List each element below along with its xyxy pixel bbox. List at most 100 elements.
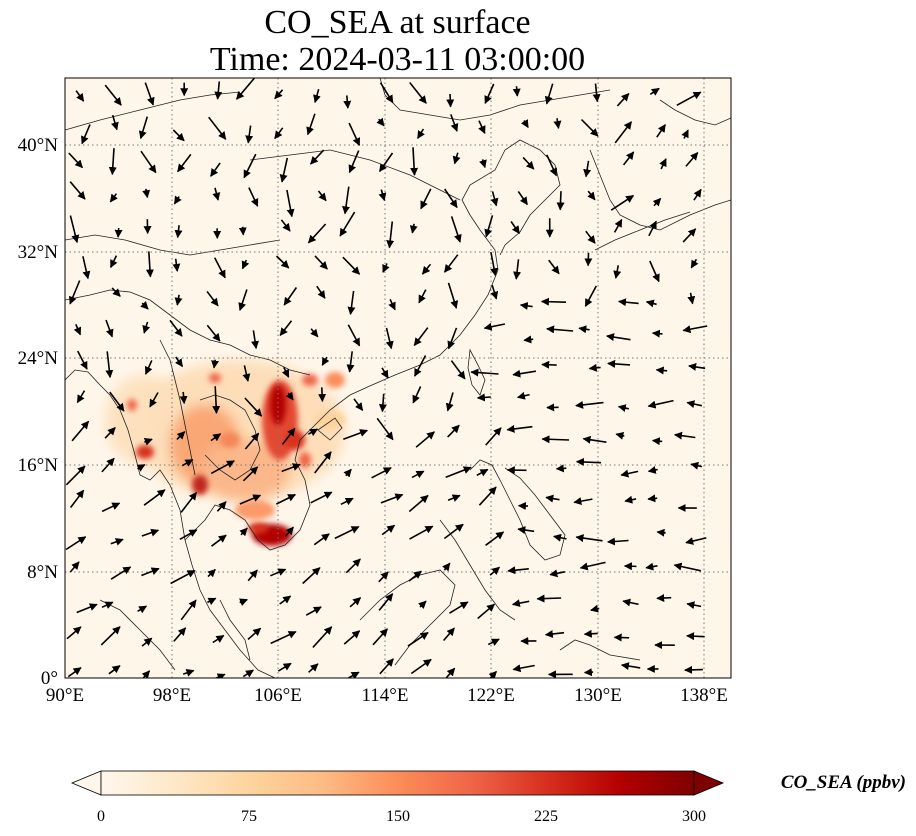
wind-arrow	[348, 122, 361, 147]
wind-arrow	[385, 327, 394, 350]
wind-arrow	[584, 285, 598, 308]
wind-arrow	[548, 259, 560, 275]
wind-arrow	[343, 95, 352, 109]
wind-arrow	[553, 118, 562, 129]
wind-arrow	[142, 188, 151, 199]
wind-arrow	[210, 433, 222, 442]
wind-arrow	[212, 386, 221, 414]
wind-arrow	[343, 429, 369, 441]
wind-arrow	[647, 494, 658, 503]
wind-arrow	[280, 219, 291, 232]
colorbar-gradient	[100, 770, 695, 796]
wind-arrow	[523, 335, 534, 344]
wind-arrow	[378, 152, 394, 173]
wind-arrow	[511, 599, 530, 608]
wind-arrow	[73, 323, 82, 336]
wind-arrow	[111, 114, 119, 131]
wind-arrow	[247, 569, 258, 582]
wind-arrow	[277, 662, 292, 672]
wind-arrow	[110, 566, 132, 580]
wind-arrow	[544, 83, 554, 105]
title-line-2: Time: 2024-03-11 03:00:00	[209, 41, 586, 78]
wind-arrow	[144, 82, 155, 106]
wind-arrow	[172, 129, 185, 142]
wind-arrow	[613, 218, 623, 233]
colorbar-tick-label: 150	[386, 808, 410, 825]
wind-arrow	[622, 598, 639, 607]
wind-arrow	[274, 127, 284, 140]
wind-arrow	[489, 566, 501, 576]
wind-arrow	[104, 427, 116, 439]
wind-arrow	[141, 567, 160, 577]
wind-arrow	[479, 159, 487, 169]
wind-arrow	[685, 151, 699, 167]
wind-arrow	[647, 399, 674, 409]
wind-arrow	[65, 465, 86, 486]
wind-arrow	[105, 319, 114, 338]
wind-arrow	[490, 251, 498, 277]
wind-arrow	[421, 263, 432, 275]
wind-arrow	[210, 460, 235, 475]
wind-arrow	[179, 391, 188, 405]
wind-arrow	[279, 595, 292, 605]
colorbar-tick-label: 75	[241, 808, 257, 825]
wind-arrow	[378, 593, 394, 611]
wind-arrow	[108, 148, 117, 176]
x-axis-labels: 90°E 98°E 106°E 114°E 122°E 130°E 138°E	[46, 685, 728, 706]
wind-arrow	[318, 387, 327, 403]
wind-arrow	[339, 211, 356, 237]
wind-arrow	[583, 668, 594, 677]
wind-arrow	[379, 82, 394, 104]
wind-arrow	[310, 491, 333, 504]
wind-arrow	[310, 149, 325, 165]
x-tick-label: 122°E	[467, 685, 515, 706]
wind-arrow	[522, 156, 535, 170]
wind-arrow	[69, 215, 80, 244]
wind-arrow	[69, 489, 85, 508]
wind-arrow	[512, 664, 535, 673]
wind-arrow	[321, 356, 330, 366]
wind-arrow	[275, 255, 290, 269]
wind-arrow	[284, 526, 294, 537]
wind-arrow	[645, 562, 658, 571]
wind-arrow	[578, 325, 590, 334]
wind-arrow	[212, 187, 221, 201]
wind-arrow	[488, 670, 497, 678]
wind-arrow	[656, 528, 666, 537]
wind-arrow	[685, 537, 707, 545]
wind-arrow	[169, 319, 183, 337]
title-line-1: CO_SEA at surface	[264, 4, 531, 41]
wind-arrow	[353, 398, 364, 411]
wind-arrow	[382, 263, 390, 273]
y-tick-label: 40°N	[18, 135, 59, 156]
wind-arrow	[141, 670, 151, 678]
wind-arrow	[681, 129, 689, 139]
wind-arrow	[645, 299, 657, 308]
wind-arrow	[470, 368, 499, 377]
wind-arrow	[305, 606, 322, 616]
wind-arrow	[206, 324, 221, 342]
wind-arrow	[235, 78, 255, 100]
wind-arrow	[104, 84, 122, 106]
wind-arrow	[485, 531, 505, 546]
wind-arrow	[244, 432, 260, 450]
colorbar: 0 75 150 225 300 CO_SEA (ppbv)	[70, 770, 906, 825]
wind-arrow	[69, 181, 86, 200]
wind-arrow	[381, 524, 396, 536]
wind-arrow	[68, 152, 83, 169]
colorbar-extend-min	[70, 770, 102, 796]
wind-arrow	[75, 90, 85, 102]
wind-arrow	[517, 526, 535, 535]
wind-arrow	[442, 562, 451, 572]
wind-arrow	[281, 366, 290, 378]
wind-arrow	[279, 157, 289, 183]
wind-arrow	[575, 534, 603, 543]
wind-vectors	[65, 78, 708, 678]
wind-arrow	[606, 333, 631, 342]
wind-arrow	[410, 147, 419, 176]
wind-arrow	[445, 392, 454, 412]
wind-arrow	[65, 536, 87, 551]
wind-arrow	[409, 525, 434, 540]
x-tick-label: 90°E	[46, 685, 84, 706]
wind-arrow	[313, 88, 321, 104]
